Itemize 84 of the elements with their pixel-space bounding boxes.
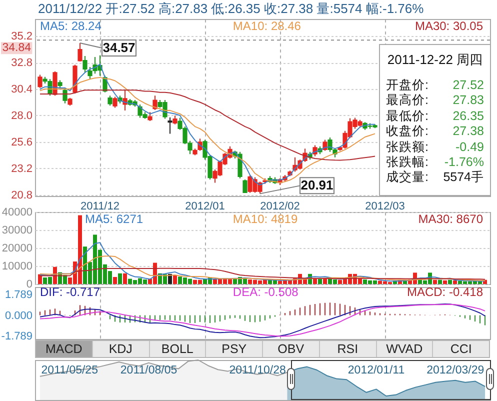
y-tick-label: 10000 bbox=[2, 260, 32, 272]
candlestick bbox=[108, 95, 112, 106]
x-tick-label: 2012/01 bbox=[185, 200, 225, 212]
tab[interactable]: MACD bbox=[36, 341, 92, 357]
x-tick-label: 2012/03/29 bbox=[426, 364, 484, 376]
text: MA30: 8670 bbox=[418, 212, 484, 226]
text: MA10: 4819 bbox=[232, 212, 298, 226]
bar bbox=[443, 280, 447, 284]
y-tick-label: 28.0 bbox=[11, 110, 32, 122]
annotation: 27.83 bbox=[452, 93, 484, 109]
y-tick-label: 40000 bbox=[2, 206, 32, 218]
y-tick-label: 30000 bbox=[2, 224, 32, 236]
y-tick-label: 30.4 bbox=[11, 84, 32, 96]
x-tick-label: 2011/08/05 bbox=[120, 364, 178, 376]
candlestick bbox=[112, 96, 118, 108]
tab[interactable]: PSY bbox=[205, 341, 262, 357]
y-tick-label: 35.2 bbox=[11, 30, 32, 43]
chart-title: 2011/12/22 开:27.52 高:27.83 低:26.35 收:27.38 量:5574 幅:-1.76% bbox=[38, 1, 424, 16]
series-label: MA5: 6271 bbox=[85, 212, 144, 226]
annotation: 20.91 bbox=[300, 178, 334, 193]
annotation: -1.76% bbox=[444, 154, 484, 170]
candlestick bbox=[38, 74, 42, 88]
candlestick bbox=[78, 42, 82, 62]
y-tick-label: 25.6 bbox=[11, 136, 32, 148]
line-series bbox=[40, 268, 486, 280]
candlestick bbox=[152, 95, 158, 110]
candlestick bbox=[242, 178, 248, 194]
x-tick-label: 2012/02 bbox=[260, 200, 300, 212]
annotation: 收盘价: bbox=[386, 124, 428, 140]
text: DEA: -0.508 bbox=[232, 285, 299, 299]
annotation: 张跌幅: bbox=[386, 154, 428, 170]
bar bbox=[453, 280, 457, 284]
series-label: DIF: -0.717 bbox=[40, 285, 100, 299]
x-tick-label: 2012/01/11 bbox=[348, 364, 405, 376]
y-tick-label: 20.8 bbox=[11, 189, 32, 202]
tab[interactable]: BOLL bbox=[148, 341, 206, 357]
bar bbox=[448, 280, 452, 284]
y-tick-label: 0.000 bbox=[4, 310, 32, 322]
annotation: 最低价: bbox=[386, 108, 428, 124]
bar bbox=[318, 278, 322, 284]
bar bbox=[173, 275, 177, 284]
series-label: MACD: -0.418 bbox=[406, 285, 484, 299]
y-tick-label: 0 bbox=[26, 278, 32, 290]
tab[interactable]: CCI bbox=[432, 341, 489, 357]
annotation: 34.57 bbox=[102, 40, 136, 56]
bar bbox=[433, 280, 437, 284]
annotation: -0.49 bbox=[456, 140, 484, 155]
x-tick-label: 2011/12 bbox=[80, 200, 120, 212]
bar bbox=[438, 280, 442, 284]
annotation: 27.52 bbox=[452, 78, 484, 94]
tab[interactable]: KDJ bbox=[92, 341, 148, 357]
tab[interactable]: WVAD bbox=[376, 341, 432, 357]
candlestick bbox=[82, 55, 88, 73]
annotation: 张跌额: bbox=[386, 140, 428, 155]
annotation: 5574手 bbox=[443, 170, 484, 186]
annotation: 27.38 bbox=[452, 124, 484, 140]
bar bbox=[113, 276, 117, 284]
x-tick-label: 2011/05/25 bbox=[41, 364, 98, 376]
y-tick-label: 20000 bbox=[2, 242, 32, 254]
grip-handle-icon[interactable] bbox=[287, 368, 296, 390]
line-series bbox=[40, 256, 486, 282]
text: MA30: 30.05 bbox=[414, 19, 484, 33]
y-tick-label: 23.2 bbox=[11, 162, 32, 175]
annotation: 成交量: bbox=[386, 170, 428, 186]
candlestick bbox=[168, 116, 172, 134]
x-tick-label: 2012/03 bbox=[365, 200, 405, 212]
bar bbox=[118, 273, 122, 284]
bar bbox=[123, 273, 127, 284]
annotation: 26.35 bbox=[452, 108, 484, 124]
tab[interactable]: RSI bbox=[318, 341, 376, 357]
text: MA5: 28.24 bbox=[40, 19, 102, 33]
candlestick bbox=[198, 138, 202, 152]
annotation: 最高价: bbox=[386, 93, 428, 109]
x-tick-label: 2011/10/28 bbox=[229, 364, 286, 376]
line-series bbox=[40, 242, 486, 282]
annotation: 开盘价: bbox=[386, 78, 428, 94]
y-tick-label: 1.789 bbox=[4, 289, 32, 302]
text: MA10: 28.46 bbox=[232, 19, 302, 33]
tab[interactable]: OBV bbox=[262, 341, 319, 357]
y-tick-label: 32.8 bbox=[11, 57, 32, 70]
annotation: 2011-12-22 周四 bbox=[386, 52, 484, 67]
y-tick-label: -1.789 bbox=[1, 330, 32, 342]
candlestick bbox=[122, 90, 128, 112]
grip-handle-icon[interactable] bbox=[486, 368, 494, 390]
